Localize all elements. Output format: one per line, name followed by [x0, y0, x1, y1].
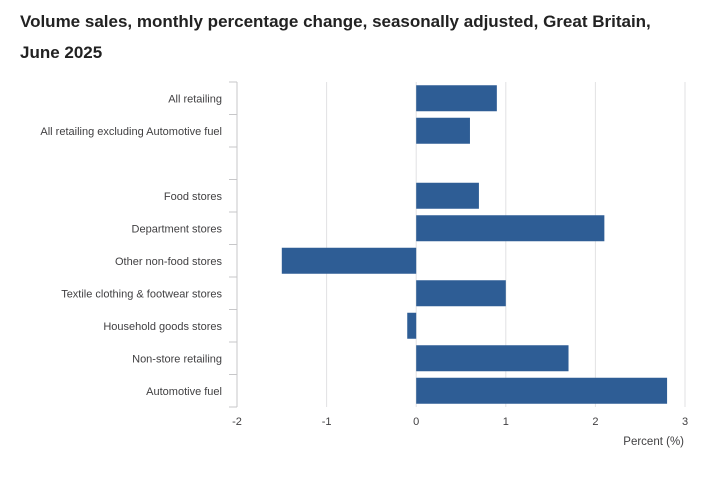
bar	[416, 377, 668, 404]
bar	[416, 85, 497, 112]
x-tick-labels: -2 -1 0 1 2 3	[232, 416, 688, 428]
bar	[416, 280, 506, 307]
chart-title: Volume sales, monthly percentage change,…	[20, 12, 651, 62]
x-tick-label: 1	[503, 416, 509, 428]
x-tick-label: 3	[682, 416, 688, 428]
x-tick-label: -1	[322, 416, 332, 428]
bars	[281, 85, 668, 404]
category-label: All retailing	[168, 93, 222, 105]
x-axis-label: Percent (%)	[623, 436, 684, 448]
bar	[416, 215, 605, 242]
category-label: Automotive fuel	[146, 386, 222, 398]
category-label: Non-store retailing	[132, 353, 222, 365]
bar	[416, 117, 470, 144]
category-label: Household goods stores	[103, 321, 222, 333]
x-tick-label: 2	[592, 416, 598, 428]
bar	[416, 182, 479, 209]
category-label: All retailing excluding Automotive fuel	[40, 126, 222, 138]
category-label: Department stores	[132, 223, 223, 235]
category-label: Textile clothing & footwear stores	[61, 288, 222, 300]
bar	[281, 247, 417, 274]
bar	[407, 312, 417, 339]
x-tick-label: -2	[232, 416, 242, 428]
category-label: Food stores	[164, 191, 223, 203]
x-tick-label: 0	[413, 416, 419, 428]
bar	[416, 345, 569, 372]
category-label: Other non-food stores	[115, 256, 223, 268]
category-labels: All retailing All retailing excluding Aut…	[40, 93, 222, 398]
